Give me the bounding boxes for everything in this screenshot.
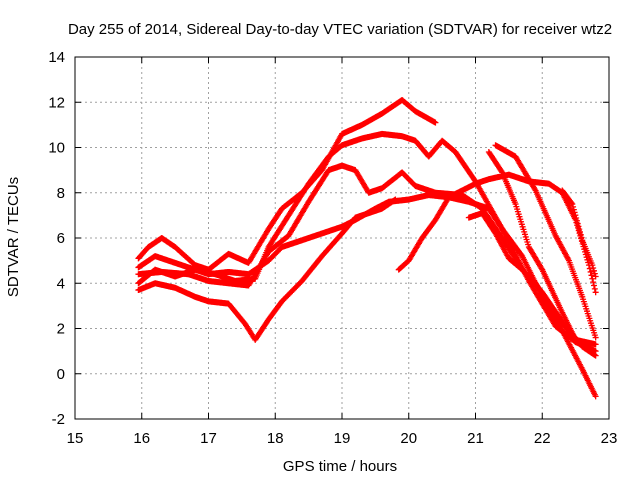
data-point (592, 273, 599, 280)
series-track-9 (492, 142, 599, 341)
x-tick-label: 18 (267, 430, 284, 447)
x-tick-label: 22 (534, 430, 551, 447)
y-tick-label: -2 (52, 411, 65, 428)
data-point (590, 282, 597, 289)
x-tick-label: 17 (200, 430, 217, 447)
data-point (588, 272, 595, 279)
data-point (576, 228, 583, 235)
data-point (590, 279, 597, 286)
x-tick-label: 23 (601, 430, 618, 447)
data-point (392, 196, 399, 203)
data-point (592, 352, 599, 359)
data-markers (135, 96, 599, 400)
data-point (498, 168, 505, 175)
chart-title: Day 255 of 2014, Sidereal Day-to-day VTE… (68, 21, 612, 38)
data-point (589, 262, 596, 269)
data-point (592, 341, 599, 348)
series-track-3 (135, 162, 599, 359)
series-track-5 (135, 196, 399, 343)
data-point (570, 206, 577, 213)
data-point (572, 336, 579, 343)
data-point (578, 234, 585, 241)
data-point (538, 265, 545, 272)
axis-ticks: 15 16 17 18 19 20 21 22 23 -2 0 2 4 6 8 10 12 14 (48, 49, 617, 447)
data-point (591, 285, 598, 292)
y-tick-label: 12 (48, 94, 65, 111)
data-point (587, 268, 594, 275)
series-track-7 (465, 210, 599, 348)
x-tick-label: 21 (467, 430, 484, 447)
y-axis-label: SDTVAR / TECUs (5, 177, 22, 297)
y-tick-label: 4 (57, 275, 65, 292)
data-point (592, 393, 599, 400)
x-axis-label: GPS time / hours (283, 458, 397, 475)
y-tick-label: 14 (48, 49, 65, 66)
data-point (570, 203, 577, 210)
data-point (568, 199, 575, 206)
data-point (592, 289, 599, 296)
series-track-8 (485, 149, 579, 343)
data-point (590, 267, 597, 274)
data-point (571, 209, 578, 216)
x-tick-label: 19 (334, 430, 351, 447)
y-tick-label: 10 (48, 140, 65, 157)
data-point (590, 264, 597, 271)
gridlines (75, 57, 609, 419)
y-tick-label: 6 (57, 230, 65, 247)
data-point (569, 201, 576, 208)
data-point (576, 226, 583, 233)
data-point (574, 220, 581, 227)
data-point (591, 270, 598, 277)
y-tick-label: 2 (57, 321, 65, 338)
series-track-10 (559, 187, 599, 280)
data-point (592, 334, 599, 341)
data-point (432, 119, 439, 126)
data-point (575, 223, 582, 230)
data-point (577, 231, 584, 238)
y-tick-label: 8 (57, 185, 65, 202)
data-point (573, 214, 580, 221)
y-tick-label: 0 (57, 366, 65, 383)
data-point (589, 275, 596, 282)
x-tick-label: 16 (133, 430, 150, 447)
series-track-4 (135, 192, 599, 400)
x-tick-label: 20 (400, 430, 417, 447)
data-point (572, 212, 579, 219)
data-point (573, 217, 580, 224)
x-tick-label: 15 (67, 430, 84, 447)
